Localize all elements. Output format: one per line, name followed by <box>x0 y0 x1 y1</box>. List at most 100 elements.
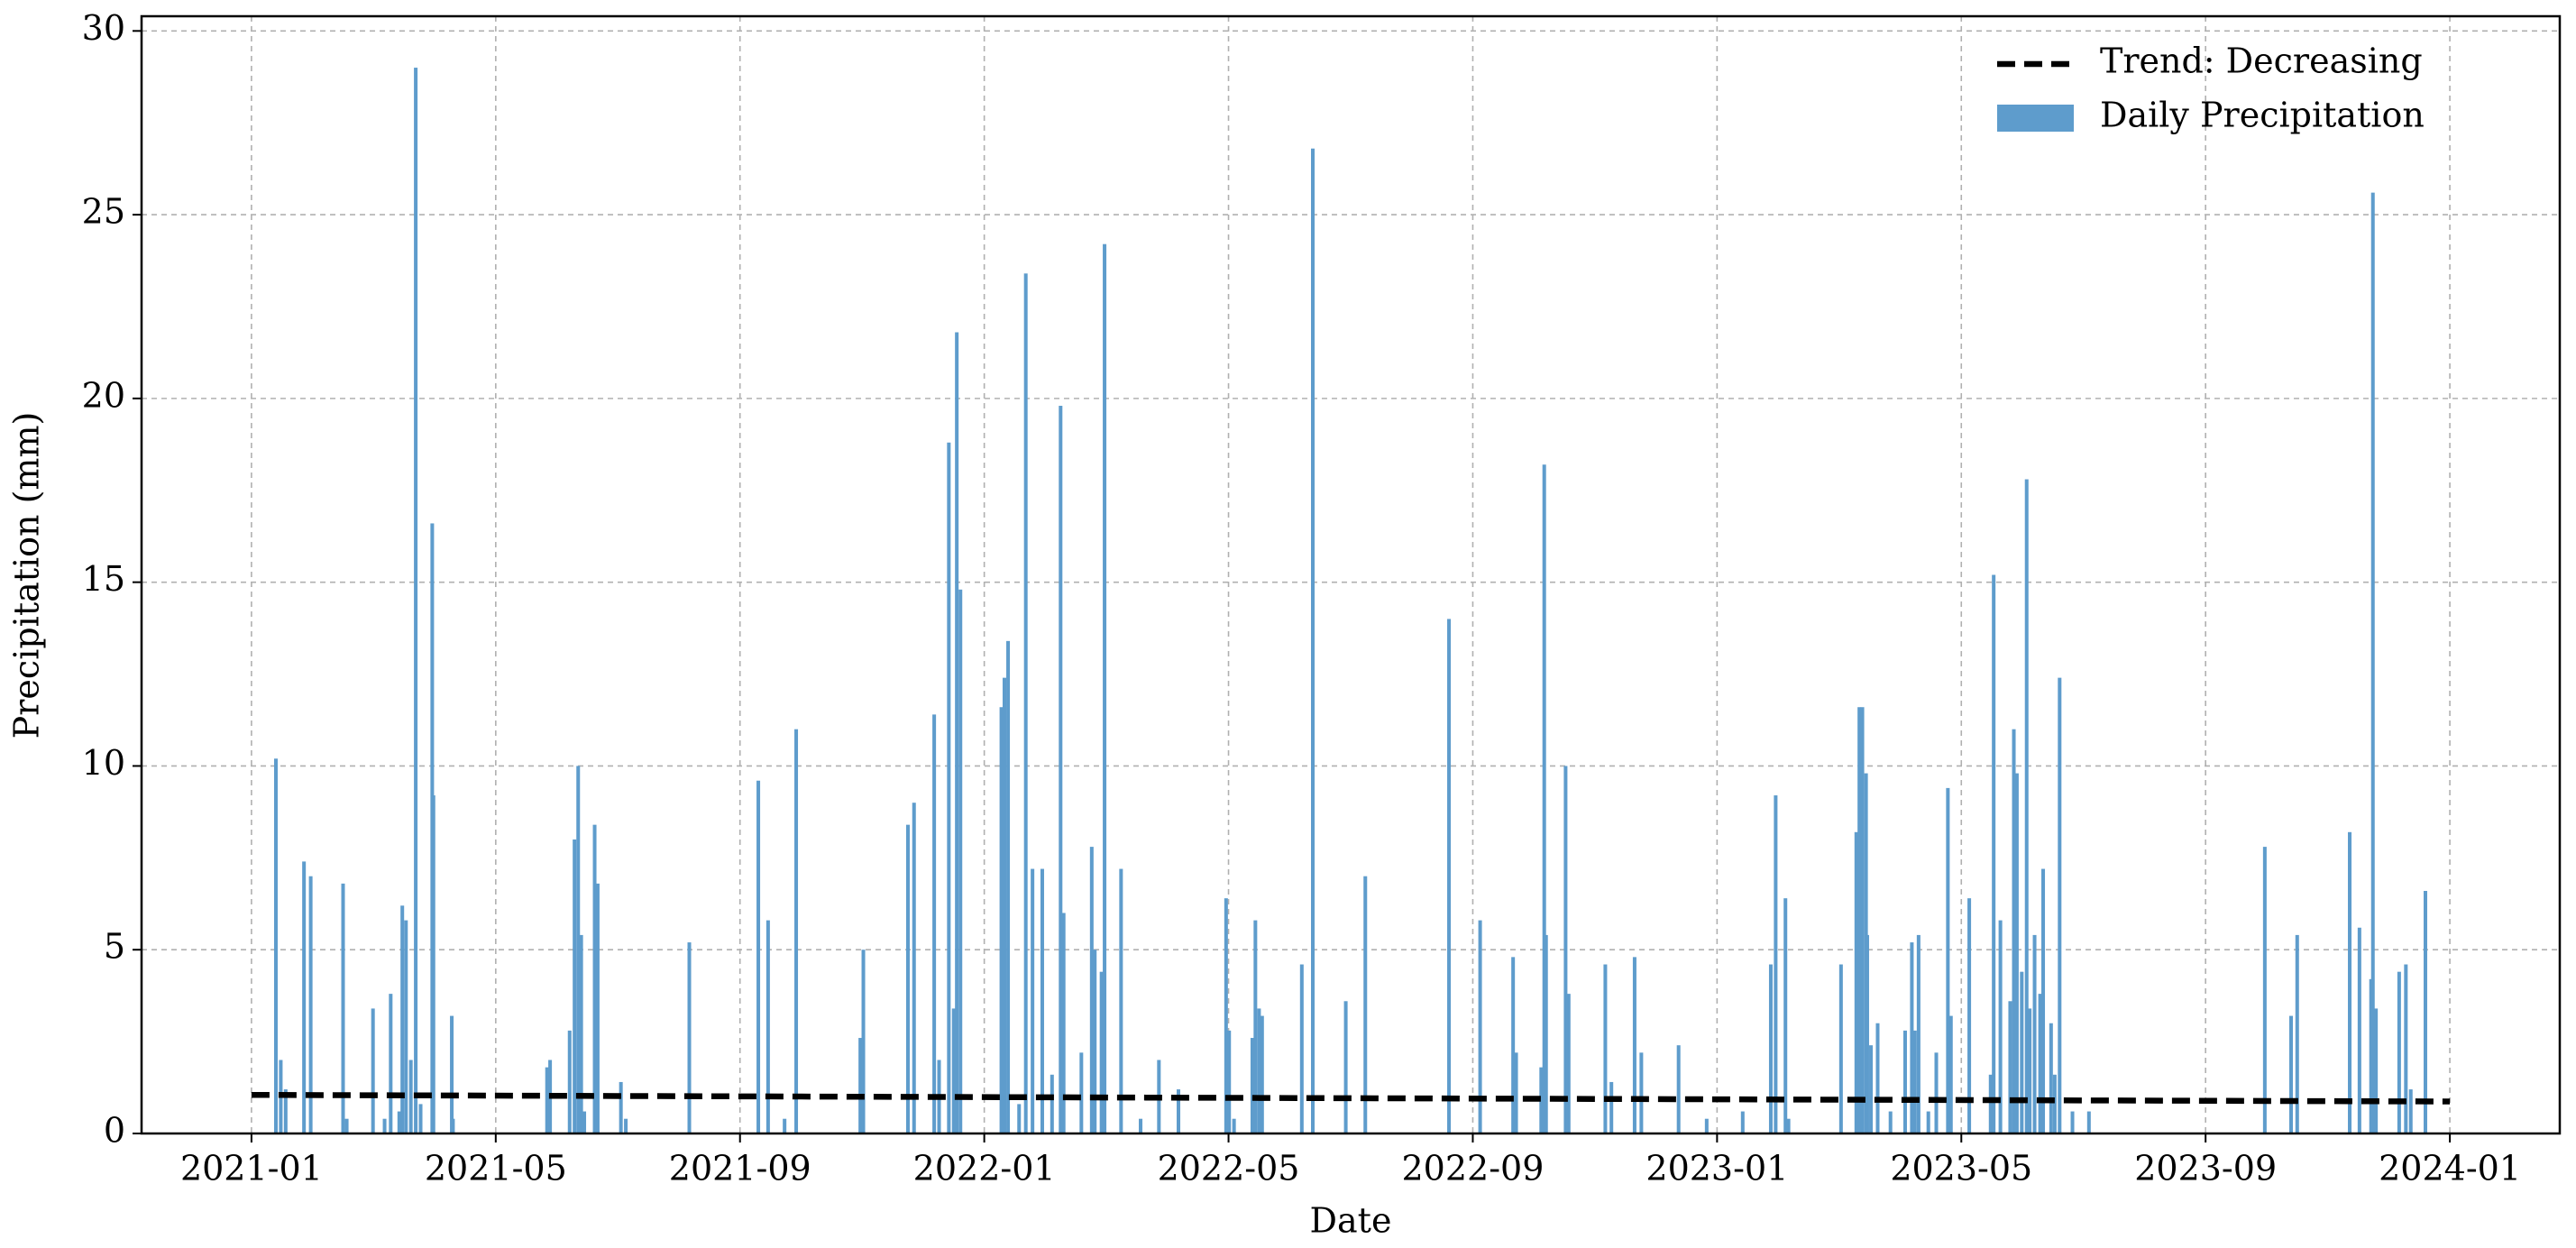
x-tick-label: 2023-09 <box>2134 1149 2277 1188</box>
bar <box>344 1118 349 1133</box>
bar <box>1774 795 1778 1133</box>
legend-label: Daily Precipitation <box>2100 96 2425 135</box>
bar <box>947 442 951 1133</box>
plot-frame <box>140 14 2562 1135</box>
bar <box>1926 1111 1930 1133</box>
y-axis-label: Precipitation (mm) <box>7 412 47 739</box>
bar <box>765 920 770 1133</box>
bar <box>1786 1118 1791 1133</box>
bar <box>1768 964 1773 1133</box>
bar <box>2404 964 2408 1133</box>
bar <box>2008 1001 2012 1133</box>
y-tick-label: 30 <box>82 8 125 48</box>
x-tick-label: 2022-05 <box>1158 1149 1300 1188</box>
bar <box>1260 1015 1264 1133</box>
x-tick-label: 2021-01 <box>180 1149 323 1188</box>
y-tick-label: 0 <box>104 1111 125 1151</box>
bar <box>400 905 405 1133</box>
bar <box>1227 1030 1232 1133</box>
bar <box>1002 677 1006 1133</box>
bar <box>1988 1074 1993 1133</box>
bar <box>2014 773 2019 1133</box>
bar <box>2423 891 2428 1133</box>
bar <box>2028 1008 2032 1133</box>
bar <box>1639 1052 1644 1133</box>
bar <box>283 1089 288 1133</box>
bar <box>912 803 916 1133</box>
bar <box>2041 868 2046 1133</box>
bar <box>1967 898 1972 1133</box>
bar <box>573 839 577 1133</box>
bar <box>1609 1081 1614 1133</box>
bar <box>1948 1015 1953 1133</box>
bar <box>1023 273 1028 1134</box>
bar <box>1232 1118 1236 1133</box>
bar <box>2058 677 2062 1133</box>
bar <box>932 714 937 1133</box>
bar <box>1089 847 1094 1133</box>
bar <box>2262 847 2267 1133</box>
bar <box>999 707 1004 1133</box>
bar <box>1511 957 1516 1133</box>
bar <box>431 795 435 1133</box>
bar <box>1910 942 1914 1133</box>
bar <box>1998 920 2003 1133</box>
bar <box>1343 1001 1348 1133</box>
bar <box>1869 1045 1874 1133</box>
bar <box>371 1008 375 1133</box>
bar <box>1854 831 1858 1133</box>
x-tick-label: 2024-01 <box>2379 1149 2521 1188</box>
bar <box>1031 868 1035 1133</box>
bar <box>2052 1074 2057 1133</box>
bar <box>1740 1111 1745 1133</box>
bar <box>1514 1052 1518 1133</box>
bar <box>1704 1118 1709 1133</box>
bar <box>1912 1030 1917 1133</box>
bar <box>595 883 600 1133</box>
bar <box>1250 1038 1254 1133</box>
bar <box>1253 920 1258 1133</box>
bar <box>1177 1089 1181 1133</box>
bar <box>2369 978 2373 1133</box>
bar <box>1059 406 1063 1133</box>
legend-swatch <box>1997 105 2074 132</box>
bar <box>2086 1111 2091 1133</box>
y-tick-label: 10 <box>82 743 125 783</box>
bar <box>1311 148 1316 1134</box>
bar <box>1079 1052 1084 1133</box>
bar <box>955 332 959 1133</box>
y-tick-label: 25 <box>82 192 125 232</box>
bar <box>1992 574 1996 1133</box>
bar <box>2012 729 2016 1133</box>
bar <box>2049 1023 2053 1133</box>
bar <box>1363 876 1368 1133</box>
bar <box>1542 464 1546 1133</box>
bar <box>2397 971 2401 1133</box>
bar <box>341 883 345 1133</box>
bar <box>2020 971 2024 1133</box>
bar <box>756 780 761 1133</box>
bar <box>1478 920 1482 1133</box>
bar <box>1006 640 1011 1133</box>
bar <box>1857 707 1862 1133</box>
bar <box>418 1104 423 1133</box>
bar <box>1040 868 1044 1133</box>
bar <box>1447 619 1452 1133</box>
bar <box>1566 994 1571 1133</box>
bar <box>576 766 581 1133</box>
bar <box>2357 927 2361 1133</box>
bar <box>858 1038 863 1133</box>
bar <box>619 1081 623 1133</box>
bar <box>397 1111 401 1133</box>
bar <box>1224 898 1228 1133</box>
bar <box>1050 1074 1054 1133</box>
bar <box>2038 994 2042 1133</box>
bar <box>273 758 279 1133</box>
bar <box>389 994 393 1133</box>
bar <box>1946 787 1950 1133</box>
bar <box>1299 964 1304 1133</box>
x-tick-label: 2021-09 <box>669 1149 811 1188</box>
bar <box>2024 479 2029 1133</box>
bar <box>624 1118 628 1133</box>
